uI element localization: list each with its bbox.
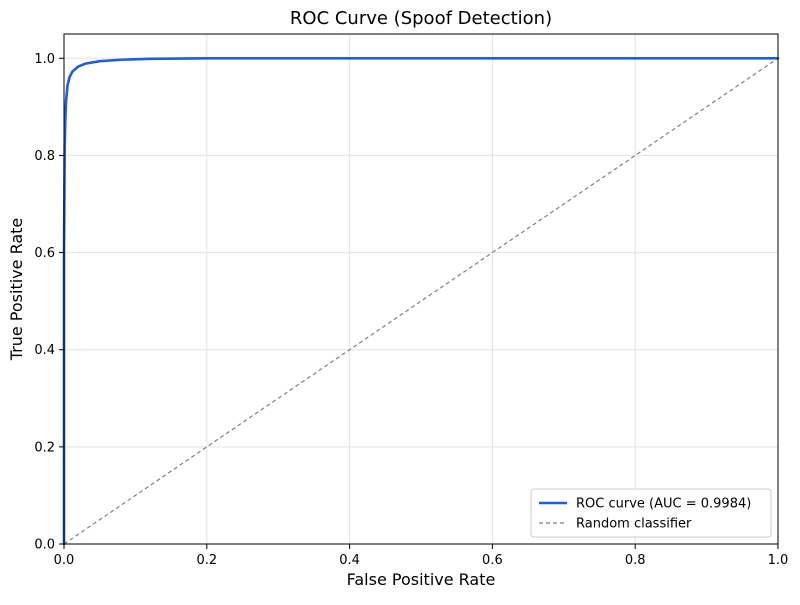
legend-label: ROC curve (AUC = 0.9984) — [576, 497, 751, 512]
x-tick-label: 0.6 — [482, 553, 503, 568]
y-tick-label: 0.0 — [34, 538, 55, 553]
x-tick-label: 1.0 — [768, 553, 789, 568]
y-tick-label: 0.2 — [34, 440, 55, 455]
x-tick-label: 0.2 — [196, 553, 217, 568]
grid — [63, 34, 779, 545]
plot-frame — [63, 33, 779, 545]
ticks: 0.0 0.2 0.4 0.6 0.8 1.0 0.0 0.2 0.4 0.6 0.8 1.0 — [34, 52, 788, 568]
series-layer — [62, 56, 780, 546]
roc-curve-line — [62, 56, 780, 546]
x-tick-label: 0.0 — [54, 553, 75, 568]
random-classifier-line — [63, 57, 779, 545]
y-tick-label: 0.8 — [34, 149, 55, 164]
y-axis-title: True Positive Rate — [7, 218, 26, 362]
x-tick-label: 0.8 — [625, 553, 646, 568]
y-tick-label: 0.4 — [34, 343, 55, 358]
x-tick-label: 0.4 — [339, 553, 360, 568]
legend-label: Random classifier — [576, 517, 692, 532]
legend: ROC curve (AUC = 0.9984) Random classifie… — [530, 488, 772, 538]
x-axis-title: False Positive Rate — [347, 570, 496, 589]
y-tick-label: 1.0 — [34, 52, 55, 67]
legend-box — [530, 488, 772, 538]
chart-title: ROC Curve (Spoof Detection) — [290, 8, 552, 29]
y-tick-label: 0.6 — [34, 246, 55, 261]
